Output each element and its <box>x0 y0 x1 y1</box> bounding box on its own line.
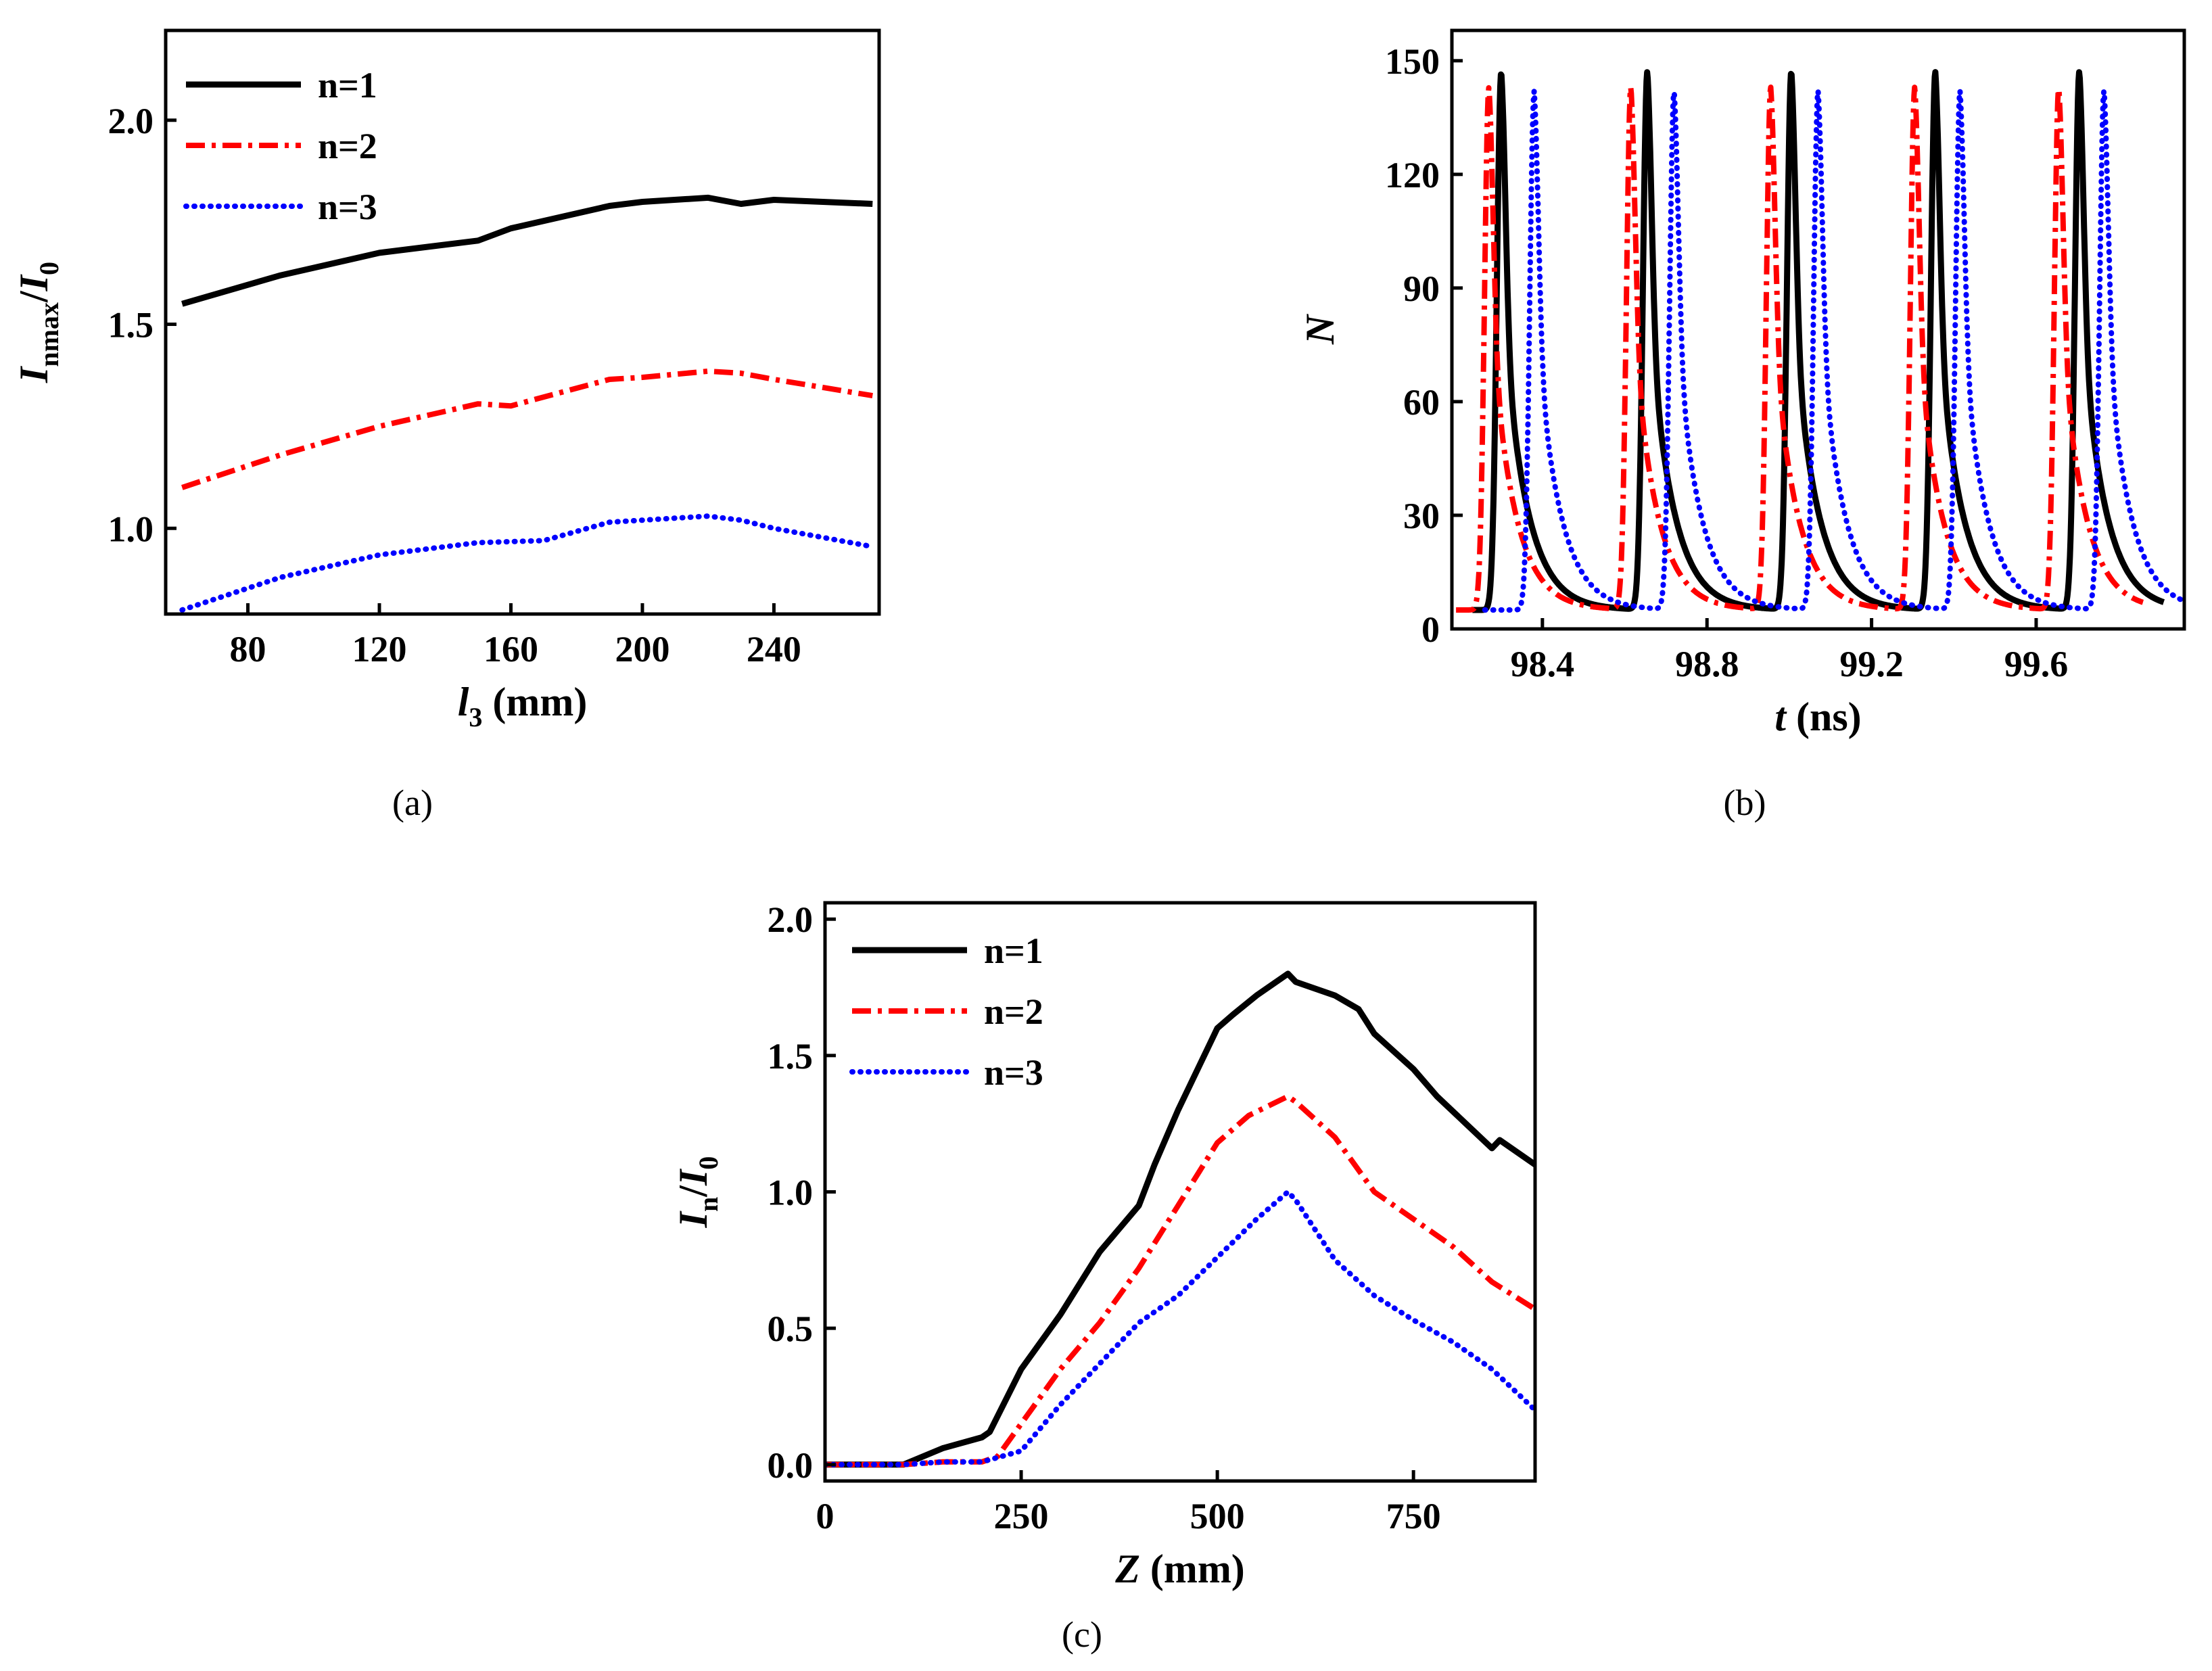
legend-label-n=3: n=3 <box>984 1052 1043 1093</box>
series-line-n=1 <box>1469 69 2167 613</box>
legend-label-n=2: n=2 <box>984 991 1043 1032</box>
y-tick-label: 0.5 <box>768 1309 814 1349</box>
y-tick-label: 1.0 <box>108 509 154 549</box>
x-tick-label: 120 <box>352 629 407 669</box>
panel-caption: (b) <box>1724 782 1766 823</box>
y-tick-label: 0 <box>1421 609 1440 650</box>
x-tick-label: 80 <box>230 629 266 669</box>
x-tick-label: 200 <box>615 629 669 669</box>
y-axis-label: Inmax/I0 <box>11 262 64 383</box>
y-tick-label: 1.5 <box>768 1036 814 1077</box>
series-line-n=3 <box>179 513 876 613</box>
x-axis-label: l3 (mm) <box>458 680 588 732</box>
legend-label-n=2: n=2 <box>318 126 377 166</box>
plot-frame <box>823 901 1537 1483</box>
panel-b: 98.4 98.8 99.2 99.6 0 30 60 90 120 150 t (ns) N (b) <box>1298 28 2186 823</box>
legend-label-n=3: n=3 <box>318 187 377 227</box>
y-tick-label: 120 <box>1385 155 1440 195</box>
legend-label-n=1: n=1 <box>984 931 1043 971</box>
series-group <box>825 970 1535 1468</box>
x-tick-label: 750 <box>1386 1496 1441 1536</box>
y-tick-label: 2.0 <box>108 101 154 141</box>
series-group <box>179 194 876 613</box>
panel-a: 80 120 160 200 240 1.0 1.5 2.0 l3 (mm) Inmax/I0 n=… <box>11 28 881 823</box>
series-line-n=3 <box>825 1189 1535 1467</box>
series-line-n=2 <box>825 1093 1535 1467</box>
x-tick-label: 160 <box>484 629 538 669</box>
x-axis-label: t (ns) <box>1774 695 1861 739</box>
series-line-n=2 <box>1454 85 2145 613</box>
x-tick-label: 98.8 <box>1675 644 1739 684</box>
x-tick-label: 98.4 <box>1511 644 1575 684</box>
y-tick-label: 1.0 <box>768 1173 814 1213</box>
legend: n=1 n=2 n=3 <box>849 931 1043 1093</box>
y-axis-label: In/I0 <box>671 1156 724 1229</box>
y-tick-label: 150 <box>1385 41 1440 82</box>
plot-frame <box>1450 28 2186 631</box>
y-tick-label: 0.0 <box>768 1445 814 1486</box>
y-tick-label: 30 <box>1403 496 1440 536</box>
y-tick-label: 1.5 <box>108 305 154 346</box>
series-group <box>1454 69 2184 613</box>
panel-caption: (a) <box>392 782 433 823</box>
series-line-n=1 <box>825 970 1535 1468</box>
x-tick-label: 99.2 <box>1839 644 1904 684</box>
x-tick-label: 240 <box>747 629 801 669</box>
series-line-n=3 <box>1482 88 2184 613</box>
plot-frame <box>164 28 881 616</box>
panel-caption: (c) <box>1062 1614 1102 1655</box>
x-tick-label: 99.6 <box>2004 644 2069 684</box>
series-line-n=1 <box>181 194 873 307</box>
y-tick-label: 90 <box>1403 268 1440 309</box>
x-axis-label: Z (mm) <box>1114 1547 1245 1591</box>
y-tick-label: 2.0 <box>768 899 814 940</box>
legend: n=1 n=2 n=3 <box>183 65 377 227</box>
x-tick-label: 500 <box>1190 1496 1245 1536</box>
y-axis-label: N <box>1298 313 1342 345</box>
series-line-n=2 <box>181 368 873 490</box>
x-tick-label: 250 <box>994 1496 1049 1536</box>
x-tick-label: 0 <box>816 1496 834 1536</box>
legend-label-n=1: n=1 <box>318 65 377 105</box>
y-tick-label: 60 <box>1403 382 1440 423</box>
